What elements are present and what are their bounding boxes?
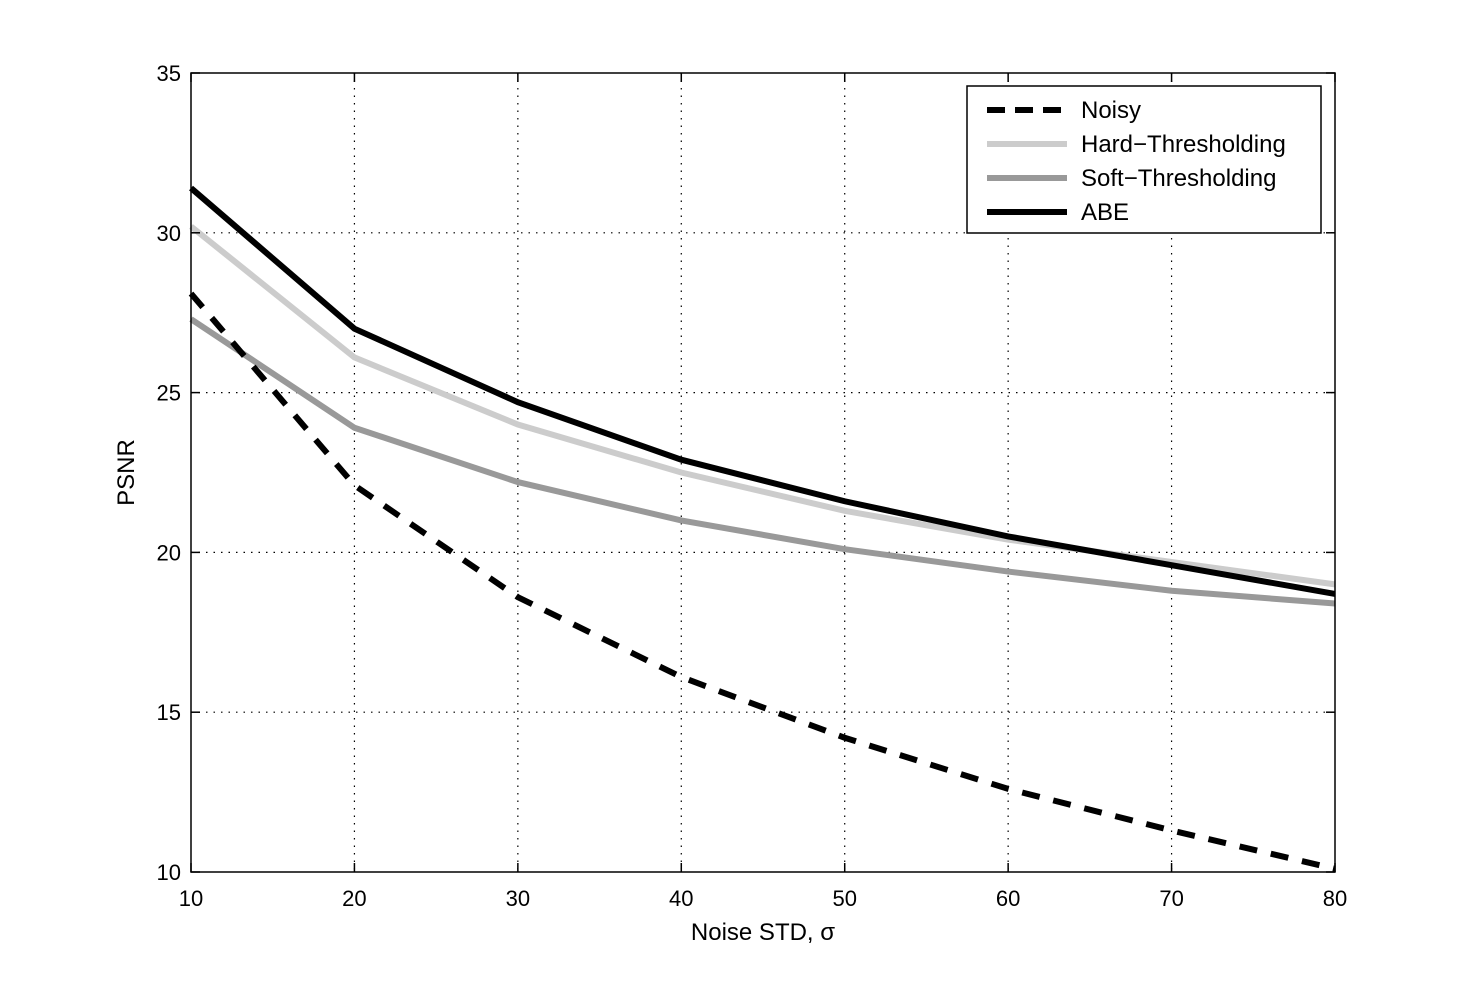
x-tick-label: 20 [342,886,366,911]
legend: Noisy Hard−Thresholding Soft−Thresholding A… [966,85,1322,234]
legend-label: Noisy [1081,97,1141,124]
plot-frame [190,72,1336,873]
legend-label: Soft−Thresholding [1081,165,1276,192]
y-tick-label: 25 [157,381,181,406]
series-line-hard-thresholding [189,224,1336,588]
series-line-noisy [188,291,1336,872]
series-line-abe [189,185,1336,597]
x-tick-label: 80 [1323,886,1347,911]
legend-label: ABE [1081,199,1129,226]
x-tick-label: 40 [669,886,693,911]
y-axis-label: PSNR [113,439,140,506]
y-tick-label: 10 [157,860,181,885]
x-tick-label: 30 [506,886,530,911]
ticks: 10 20 30 40 50 60 70 80 10 15 20 25 30 35 [157,61,1348,911]
legend-label: Hard−Thresholding [1081,131,1286,158]
x-tick-label: 10 [179,886,203,911]
x-tick-label: 70 [1159,886,1183,911]
x-axis-label: Noise STD, σ [691,919,835,946]
x-tick-label: 50 [832,886,856,911]
y-tick-label: 20 [157,540,181,565]
y-tick-label: 35 [157,61,181,86]
series-lines [188,185,1336,872]
series-line-soft-thresholding [189,316,1336,607]
x-tick-label: 60 [996,886,1020,911]
y-tick-label: 15 [157,700,181,725]
y-tick-label: 30 [157,221,181,246]
